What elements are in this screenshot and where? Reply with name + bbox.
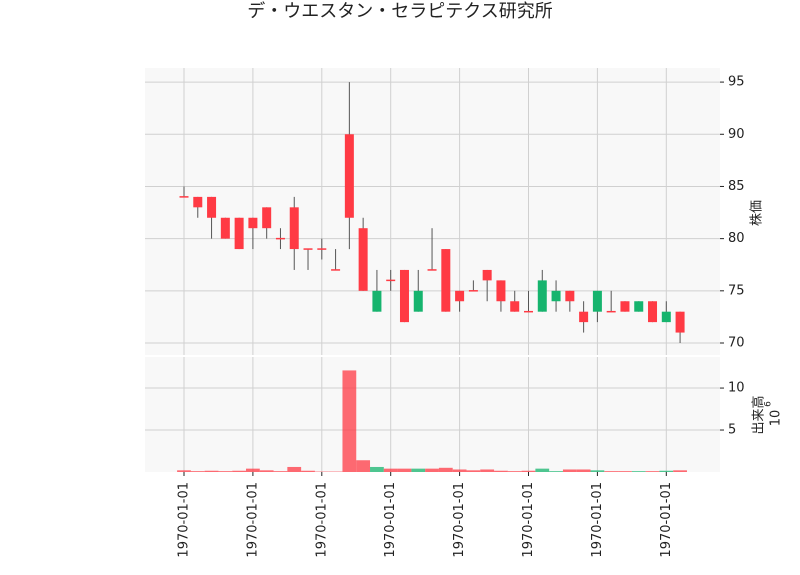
volume-bar	[177, 470, 191, 472]
volume-bar	[535, 468, 550, 472]
y-tick-label: 95	[728, 75, 745, 90]
volume-bar	[190, 471, 205, 472]
candle-body	[524, 310, 533, 313]
volume-bar	[438, 467, 453, 472]
candle-body	[579, 311, 589, 323]
y-tick-label: 80	[728, 231, 745, 246]
volume-bar	[562, 469, 577, 472]
volume-bar	[370, 466, 384, 472]
candle-body	[634, 301, 644, 312]
volume-bar	[342, 370, 357, 472]
volume-bar	[259, 470, 274, 472]
candle-body	[248, 217, 258, 229]
x-tick-label: 1970-01-01	[659, 482, 674, 558]
price-axis-label: 株価	[750, 200, 765, 226]
volume-bar	[356, 460, 371, 472]
candle-body	[482, 269, 492, 281]
volume-bar	[204, 470, 219, 472]
volume-bar	[397, 468, 412, 472]
candle-body	[468, 290, 478, 292]
volume-bar	[383, 468, 398, 472]
candle-body	[648, 301, 658, 323]
volume-bar	[301, 470, 315, 472]
candle-body	[661, 311, 671, 323]
volume-bar	[452, 469, 467, 472]
volume-panel	[145, 357, 720, 472]
candle-body	[303, 248, 313, 250]
x-tick-label: 1970-01-01	[452, 482, 467, 558]
x-tick-label: 1970-01-01	[383, 482, 398, 558]
volume-bar	[480, 469, 495, 472]
volume-bar	[549, 471, 563, 472]
volume-bar	[521, 470, 536, 472]
candle-body	[275, 237, 285, 240]
candle-body	[413, 290, 423, 312]
volume-bar	[246, 468, 260, 472]
volume-offset-exponent: 6	[764, 401, 774, 407]
y-tick-label: 10	[728, 381, 745, 396]
chart-title: デ・ウエスタン・セラピテクス研究所	[247, 1, 552, 22]
volume-bar	[232, 470, 247, 472]
volume-bar	[287, 466, 302, 472]
y-tick-label: 70	[728, 335, 745, 350]
candle-body	[358, 228, 368, 291]
candle-body	[386, 279, 396, 282]
candle-body	[551, 290, 561, 302]
candle-body	[179, 196, 189, 198]
volume-offset-base: 10	[769, 410, 784, 427]
volume-bar	[673, 470, 687, 472]
volume-bar	[604, 471, 619, 472]
candle-body	[592, 290, 602, 312]
candle-body	[193, 196, 203, 208]
candle-body	[496, 280, 506, 302]
candle-body	[220, 217, 230, 239]
volume-bar	[631, 471, 646, 472]
volume-bar	[494, 470, 508, 472]
volume-bar	[618, 471, 632, 472]
candle-body	[427, 269, 437, 271]
y-tick-label: 90	[728, 127, 745, 142]
candle-body	[331, 269, 341, 271]
volume-bar	[645, 471, 660, 472]
candle-body	[207, 196, 217, 218]
x-tick-label: 1970-01-01	[521, 482, 536, 558]
x-tick-label: 1970-01-01	[177, 482, 192, 558]
x-tick-label: 1970-01-01	[245, 482, 260, 558]
candle-body	[675, 311, 685, 333]
y-tick-label: 85	[728, 179, 745, 194]
candle-body	[510, 301, 520, 312]
candle-body	[372, 290, 382, 312]
candle-body	[317, 248, 327, 250]
candle-body	[455, 290, 465, 302]
candle-body	[537, 280, 547, 312]
volume-axis-label: 出来高	[751, 395, 767, 434]
candle-body	[234, 217, 244, 250]
candle-body	[289, 207, 299, 250]
candle-body	[565, 290, 575, 302]
candle-body	[344, 134, 354, 218]
volume-bar	[218, 471, 233, 472]
volume-bar	[273, 471, 288, 472]
x-tick-label: 1970-01-01	[590, 482, 605, 558]
y-tick-label: 75	[728, 283, 745, 298]
candle-body	[399, 269, 409, 323]
candle-body	[441, 249, 451, 312]
candle-body	[606, 310, 616, 313]
candle-body	[262, 207, 272, 229]
volume-bar	[411, 468, 426, 472]
volume-bar	[576, 469, 591, 472]
price-panel	[145, 68, 720, 355]
volume-bar	[425, 468, 439, 472]
volume-bar	[466, 470, 481, 472]
candle-body	[620, 301, 630, 312]
volume-bar	[659, 470, 674, 472]
volume-bar	[590, 470, 605, 472]
volume-bar	[507, 471, 522, 472]
x-tick-label: 1970-01-01	[314, 482, 329, 558]
y-tick-label: 5	[728, 423, 736, 438]
